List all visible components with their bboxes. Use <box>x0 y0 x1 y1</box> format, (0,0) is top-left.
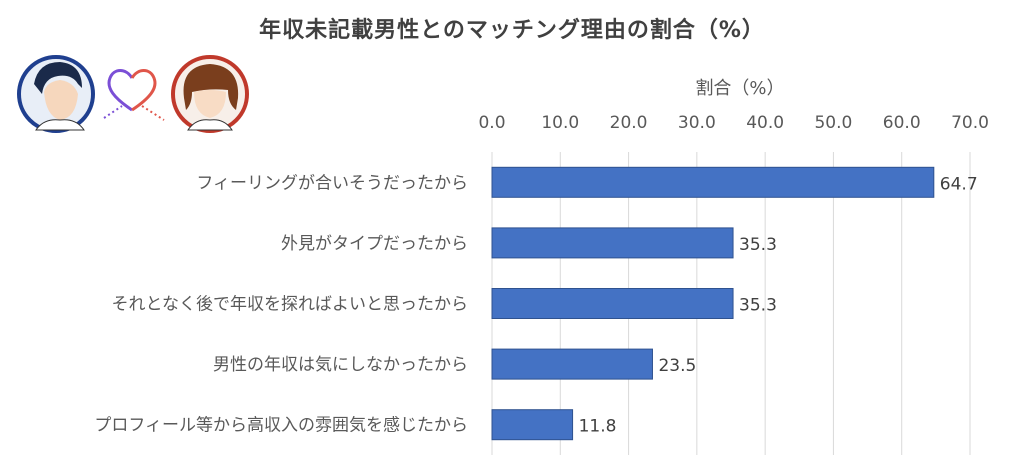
x-tick-label: 60.0 <box>883 113 921 133</box>
data-labels: 64.7 35.3 35.3 23.5 11.8 <box>579 174 978 436</box>
category-label: 外見がタイプだったから <box>281 234 468 254</box>
category-label: それとなく後で年収を探ればよいと思ったから <box>112 295 469 315</box>
data-label: 35.3 <box>739 296 777 316</box>
x-axis-title: 割合（%） <box>695 78 785 99</box>
x-tick-label: 50.0 <box>814 113 852 133</box>
x-tick-label: 10.0 <box>541 113 579 133</box>
bar <box>491 166 935 198</box>
x-tick-label: 0.0 <box>478 113 505 133</box>
category-label: 男性の年収は気にしなかったから <box>213 355 468 375</box>
x-tick-label: 20.0 <box>610 113 648 133</box>
matching-illustration <box>17 55 249 133</box>
category-label: プロフィール等から高収入の雰囲気を感じたから <box>94 416 468 436</box>
bar <box>491 348 653 380</box>
x-tick-label: 40.0 <box>746 113 784 133</box>
x-tick-label: 70.0 <box>951 113 989 133</box>
bar <box>491 227 734 259</box>
category-label: フィーリングが合いそうだったから <box>196 173 468 193</box>
chart-title: 年収未記載男性とのマッチング理由の割合（%） <box>259 18 765 43</box>
heart-icon <box>103 69 165 121</box>
bar <box>491 409 574 441</box>
x-tick-label: 30.0 <box>678 113 716 133</box>
data-label: 11.8 <box>579 417 617 437</box>
woman-avatar-icon <box>171 55 249 133</box>
category-labels: フィーリングが合いそうだったから外見がタイプだったからそれとなく後で年収を探れば… <box>94 173 468 435</box>
x-axis-ticks: 0.0 10.0 20.0 30.0 40.0 50.0 60.0 70.0 <box>478 113 988 133</box>
data-label: 23.5 <box>658 356 696 376</box>
data-label: 35.3 <box>739 235 777 255</box>
man-avatar-icon <box>17 55 95 133</box>
data-label: 64.7 <box>940 174 978 194</box>
bar <box>491 288 734 319</box>
bars <box>491 166 935 441</box>
